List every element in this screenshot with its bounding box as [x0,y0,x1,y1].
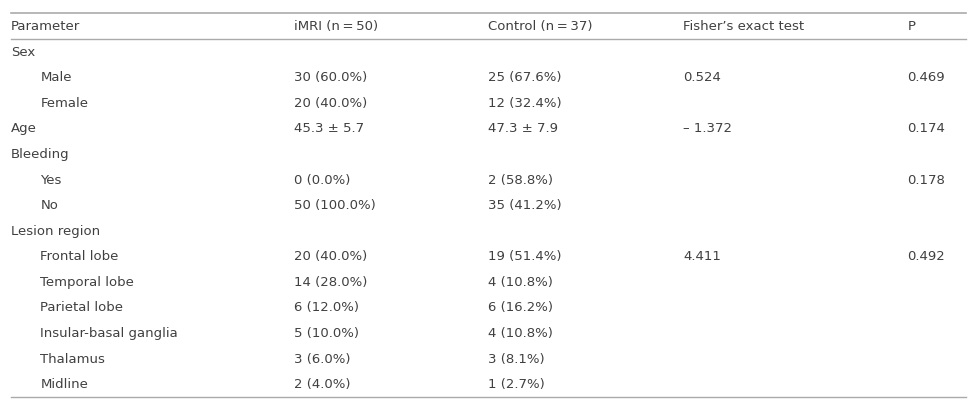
Text: 0.492: 0.492 [908,250,945,263]
Text: 20 (40.0%): 20 (40.0%) [294,97,367,110]
Text: iMRI (n = 50): iMRI (n = 50) [294,20,378,33]
Text: 20 (40.0%): 20 (40.0%) [294,250,367,263]
Text: 30 (60.0%): 30 (60.0%) [294,71,367,84]
Text: 3 (8.1%): 3 (8.1%) [488,353,545,366]
Text: Lesion region: Lesion region [11,225,101,238]
Text: Bleeding: Bleeding [11,148,69,161]
Text: Fisher’s exact test: Fisher’s exact test [683,20,804,33]
Text: 6 (16.2%): 6 (16.2%) [488,302,554,315]
Text: 45.3 ± 5.7: 45.3 ± 5.7 [294,123,363,136]
Text: No: No [40,199,59,212]
Text: Parameter: Parameter [11,20,80,33]
Text: Age: Age [11,123,37,136]
Text: 2 (4.0%): 2 (4.0%) [294,378,350,391]
Text: Temporal lobe: Temporal lobe [40,276,134,289]
Text: 35 (41.2%): 35 (41.2%) [488,199,562,212]
Text: Insular-basal ganglia: Insular-basal ganglia [40,327,178,340]
Text: Thalamus: Thalamus [40,353,106,366]
Text: Control (n = 37): Control (n = 37) [488,20,593,33]
Text: Male: Male [40,71,72,84]
Text: 4 (10.8%): 4 (10.8%) [488,276,553,289]
Text: 2 (58.8%): 2 (58.8%) [488,173,554,186]
Text: 19 (51.4%): 19 (51.4%) [488,250,562,263]
Text: 0.174: 0.174 [908,123,946,136]
Text: – 1.372: – 1.372 [683,123,733,136]
Text: Yes: Yes [40,173,62,186]
Text: 4.411: 4.411 [683,250,721,263]
Text: 12 (32.4%): 12 (32.4%) [488,97,562,110]
Text: 47.3 ± 7.9: 47.3 ± 7.9 [488,123,559,136]
Text: 50 (100.0%): 50 (100.0%) [294,199,375,212]
Text: 0.178: 0.178 [908,173,946,186]
Text: 0.469: 0.469 [908,71,945,84]
Text: Female: Female [40,97,88,110]
Text: Frontal lobe: Frontal lobe [40,250,119,263]
Text: 6 (12.0%): 6 (12.0%) [294,302,359,315]
Text: 5 (10.0%): 5 (10.0%) [294,327,359,340]
Text: Parietal lobe: Parietal lobe [40,302,123,315]
Text: P: P [908,20,915,33]
Text: Sex: Sex [11,46,35,59]
Text: 25 (67.6%): 25 (67.6%) [488,71,562,84]
Text: 14 (28.0%): 14 (28.0%) [294,276,367,289]
Text: 3 (6.0%): 3 (6.0%) [294,353,350,366]
Text: 4 (10.8%): 4 (10.8%) [488,327,553,340]
Text: Midline: Midline [40,378,88,391]
Text: 0 (0.0%): 0 (0.0%) [294,173,350,186]
Text: 0.524: 0.524 [683,71,721,84]
Text: 1 (2.7%): 1 (2.7%) [488,378,545,391]
